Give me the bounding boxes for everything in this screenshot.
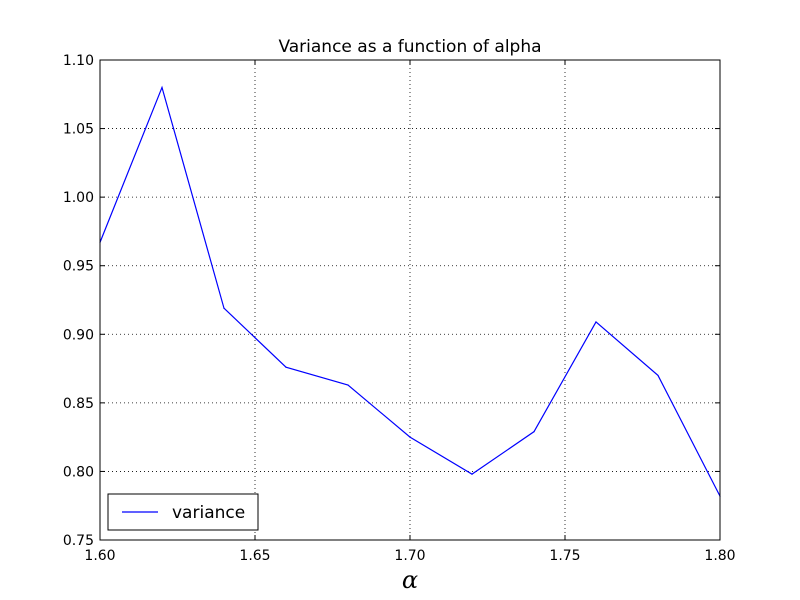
- data-point: [347, 384, 349, 386]
- x-tick-label: 1.65: [239, 548, 270, 564]
- y-tick-label: 0.95: [63, 259, 94, 275]
- data-point: [409, 436, 411, 438]
- y-tick-label: 0.75: [63, 533, 94, 549]
- y-tick-label: 1.00: [63, 190, 94, 206]
- data-point: [657, 374, 659, 377]
- data-point: [285, 366, 287, 368]
- x-tick-label: 1.60: [84, 548, 115, 564]
- y-tick-label: 1.10: [63, 53, 94, 69]
- data-point: [533, 431, 535, 433]
- grid: [99, 59, 721, 541]
- y-tick-label: 0.85: [63, 396, 94, 412]
- y-tick-label: 1.05: [63, 122, 94, 138]
- data-point: [595, 321, 597, 323]
- x-tick-label: 1.80: [704, 548, 735, 564]
- axis-ticks: 1.60 1.65 1.70 1.75 1.80 0.75 0.80 0.85 0.90 0.95…: [63, 53, 736, 564]
- legend: variance: [107, 493, 259, 531]
- data-point: [161, 86, 163, 89]
- chart-title: Variance as a function of alpha: [278, 37, 541, 57]
- y-tick-label: 0.90: [63, 327, 94, 343]
- x-axis-label: α: [402, 566, 418, 594]
- legend-label: variance: [172, 503, 245, 523]
- data-point: [471, 473, 473, 475]
- series-layer: [99, 85, 721, 497]
- x-tick-label: 1.75: [549, 548, 580, 564]
- data-point: [223, 307, 225, 309]
- y-tick-label: 0.80: [63, 464, 94, 480]
- x-tick-label: 1.70: [394, 548, 425, 564]
